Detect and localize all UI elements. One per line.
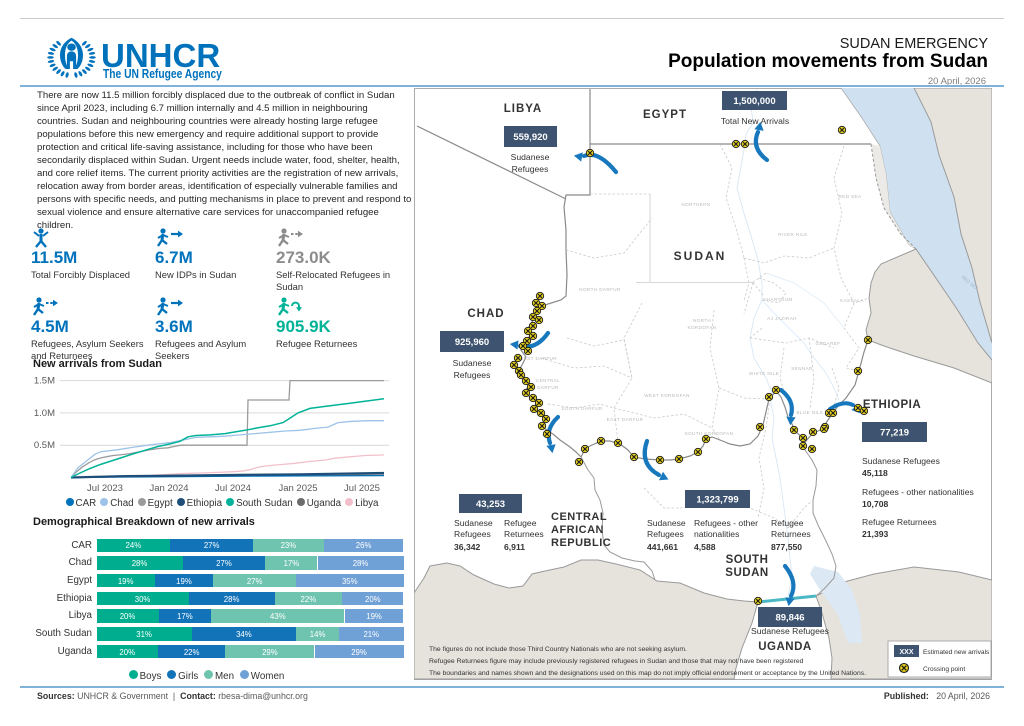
svg-text:21,393: 21,393: [862, 529, 889, 539]
svg-text:KASSALA: KASSALA: [840, 298, 864, 303]
svg-text:77,219: 77,219: [880, 427, 909, 438]
svg-text:SUDAN: SUDAN: [725, 567, 768, 579]
svg-text:Refugees - other: Refugees - other: [694, 518, 758, 528]
svg-text:Returnees: Returnees: [771, 529, 811, 539]
svg-text:Refugee Returnees: Refugee Returnees: [862, 517, 937, 527]
svg-text:Refugee: Refugee: [504, 518, 537, 528]
svg-text:UGANDA: UGANDA: [758, 641, 811, 653]
svg-text:EGYPT: EGYPT: [643, 109, 687, 121]
svg-text:1.0M: 1.0M: [34, 408, 55, 419]
svg-text:BLUE NILE: BLUE NILE: [796, 410, 823, 415]
svg-text:Sudanese: Sudanese: [454, 518, 493, 528]
svg-text:Jul 2025: Jul 2025: [344, 483, 380, 494]
svg-text:89,846: 89,846: [775, 612, 804, 623]
svg-text:Crossing point: Crossing point: [923, 666, 965, 673]
svg-text:ETHIOPIA: ETHIOPIA: [863, 399, 921, 411]
svg-text:SUDAN: SUDAN: [674, 249, 727, 263]
svg-text:6,911: 6,911: [504, 542, 525, 552]
svg-text:1,323,799: 1,323,799: [696, 494, 738, 505]
svg-text:SOUTH KORDOFAN: SOUTH KORDOFAN: [685, 431, 734, 436]
svg-text:925,960: 925,960: [455, 337, 489, 348]
svg-text:SOUTH DARFUR: SOUTH DARFUR: [561, 406, 603, 411]
svg-text:Returnees: Returnees: [504, 529, 544, 539]
svg-text:877,550: 877,550: [771, 542, 802, 552]
svg-text:Sudanese: Sudanese: [511, 152, 550, 162]
svg-text:Sudanese Refugees: Sudanese Refugees: [862, 456, 940, 466]
svg-text:REPUBLIC: REPUBLIC: [551, 537, 611, 549]
svg-text:Jan 2024: Jan 2024: [149, 483, 188, 494]
svg-text:0.5M: 0.5M: [34, 440, 55, 451]
svg-text:nationalities: nationalities: [694, 529, 739, 539]
svg-text:Jan 2025: Jan 2025: [278, 483, 317, 494]
svg-text:EAST DARFUR: EAST DARFUR: [607, 417, 644, 422]
svg-text:KORDOFAN: KORDOFAN: [688, 325, 717, 330]
svg-text:Sudanese: Sudanese: [647, 518, 686, 528]
svg-text:NORTH: NORTH: [693, 318, 711, 323]
svg-text:43,253: 43,253: [476, 499, 505, 510]
svg-text:LIBYA: LIBYA: [504, 103, 542, 115]
svg-text:10,708: 10,708: [862, 499, 889, 509]
svg-text:WEST KORDOFAN: WEST KORDOFAN: [644, 393, 689, 398]
svg-text:Refugee Returnees figure may i: Refugee Returnees figure may include pre…: [429, 658, 804, 665]
svg-text:45,118: 45,118: [862, 468, 888, 478]
svg-text:SENNAR: SENNAR: [791, 366, 813, 371]
svg-text:SOUTH: SOUTH: [726, 554, 769, 566]
svg-text:Total New Arrivals: Total New Arrivals: [721, 116, 789, 126]
svg-text:The boundaries and names shown: The boundaries and names shown and the d…: [429, 670, 866, 677]
svg-text:4,588: 4,588: [694, 542, 716, 552]
svg-text:1.5M: 1.5M: [34, 376, 55, 387]
svg-text:Refugees: Refugees: [512, 164, 549, 174]
svg-text:559,920: 559,920: [513, 132, 547, 143]
svg-text:Jul 2023: Jul 2023: [87, 483, 123, 494]
svg-text:RIVER NILE: RIVER NILE: [778, 232, 808, 237]
svg-text:Refugees - other nationalities: Refugees - other nationalities: [862, 487, 974, 497]
svg-text:The figures do not include tho: The figures do not include those Third C…: [429, 646, 687, 653]
svg-text:CENTRAL: CENTRAL: [536, 378, 560, 383]
svg-text:Refugees: Refugees: [454, 370, 491, 380]
svg-text:1,500,000: 1,500,000: [733, 96, 775, 107]
svg-text:NORTH DARFUR: NORTH DARFUR: [579, 287, 621, 292]
svg-text:XXX: XXX: [899, 649, 913, 656]
svg-text:WHITE NILE: WHITE NILE: [749, 371, 779, 376]
svg-text:Jul 2024: Jul 2024: [215, 483, 251, 494]
svg-text:36,342: 36,342: [454, 542, 481, 552]
svg-text:CENTRAL: CENTRAL: [551, 511, 607, 523]
svg-text:Refugees: Refugees: [647, 529, 684, 539]
svg-text:AFRICAN: AFRICAN: [551, 524, 604, 536]
svg-text:DARFUR: DARFUR: [537, 385, 559, 390]
svg-text:CHAD: CHAD: [467, 308, 504, 320]
svg-text:RED SEA: RED SEA: [839, 194, 863, 199]
svg-text:WEST DARFUR: WEST DARFUR: [519, 356, 557, 361]
svg-text:Sudanese Refugees: Sudanese Refugees: [751, 626, 829, 636]
svg-text:Estimated new arrivals: Estimated new arrivals: [923, 649, 990, 656]
svg-text:Refugee: Refugee: [771, 518, 804, 528]
svg-text:Sudanese: Sudanese: [453, 358, 492, 368]
svg-text:441,661: 441,661: [647, 542, 678, 552]
svg-text:KHARTOUM: KHARTOUM: [763, 297, 792, 302]
svg-text:NORTHERN: NORTHERN: [681, 202, 710, 207]
svg-text:GEDAREF: GEDAREF: [815, 341, 840, 346]
svg-text:Refugees: Refugees: [454, 529, 491, 539]
svg-text:AJ JAZIRAH: AJ JAZIRAH: [767, 316, 797, 321]
